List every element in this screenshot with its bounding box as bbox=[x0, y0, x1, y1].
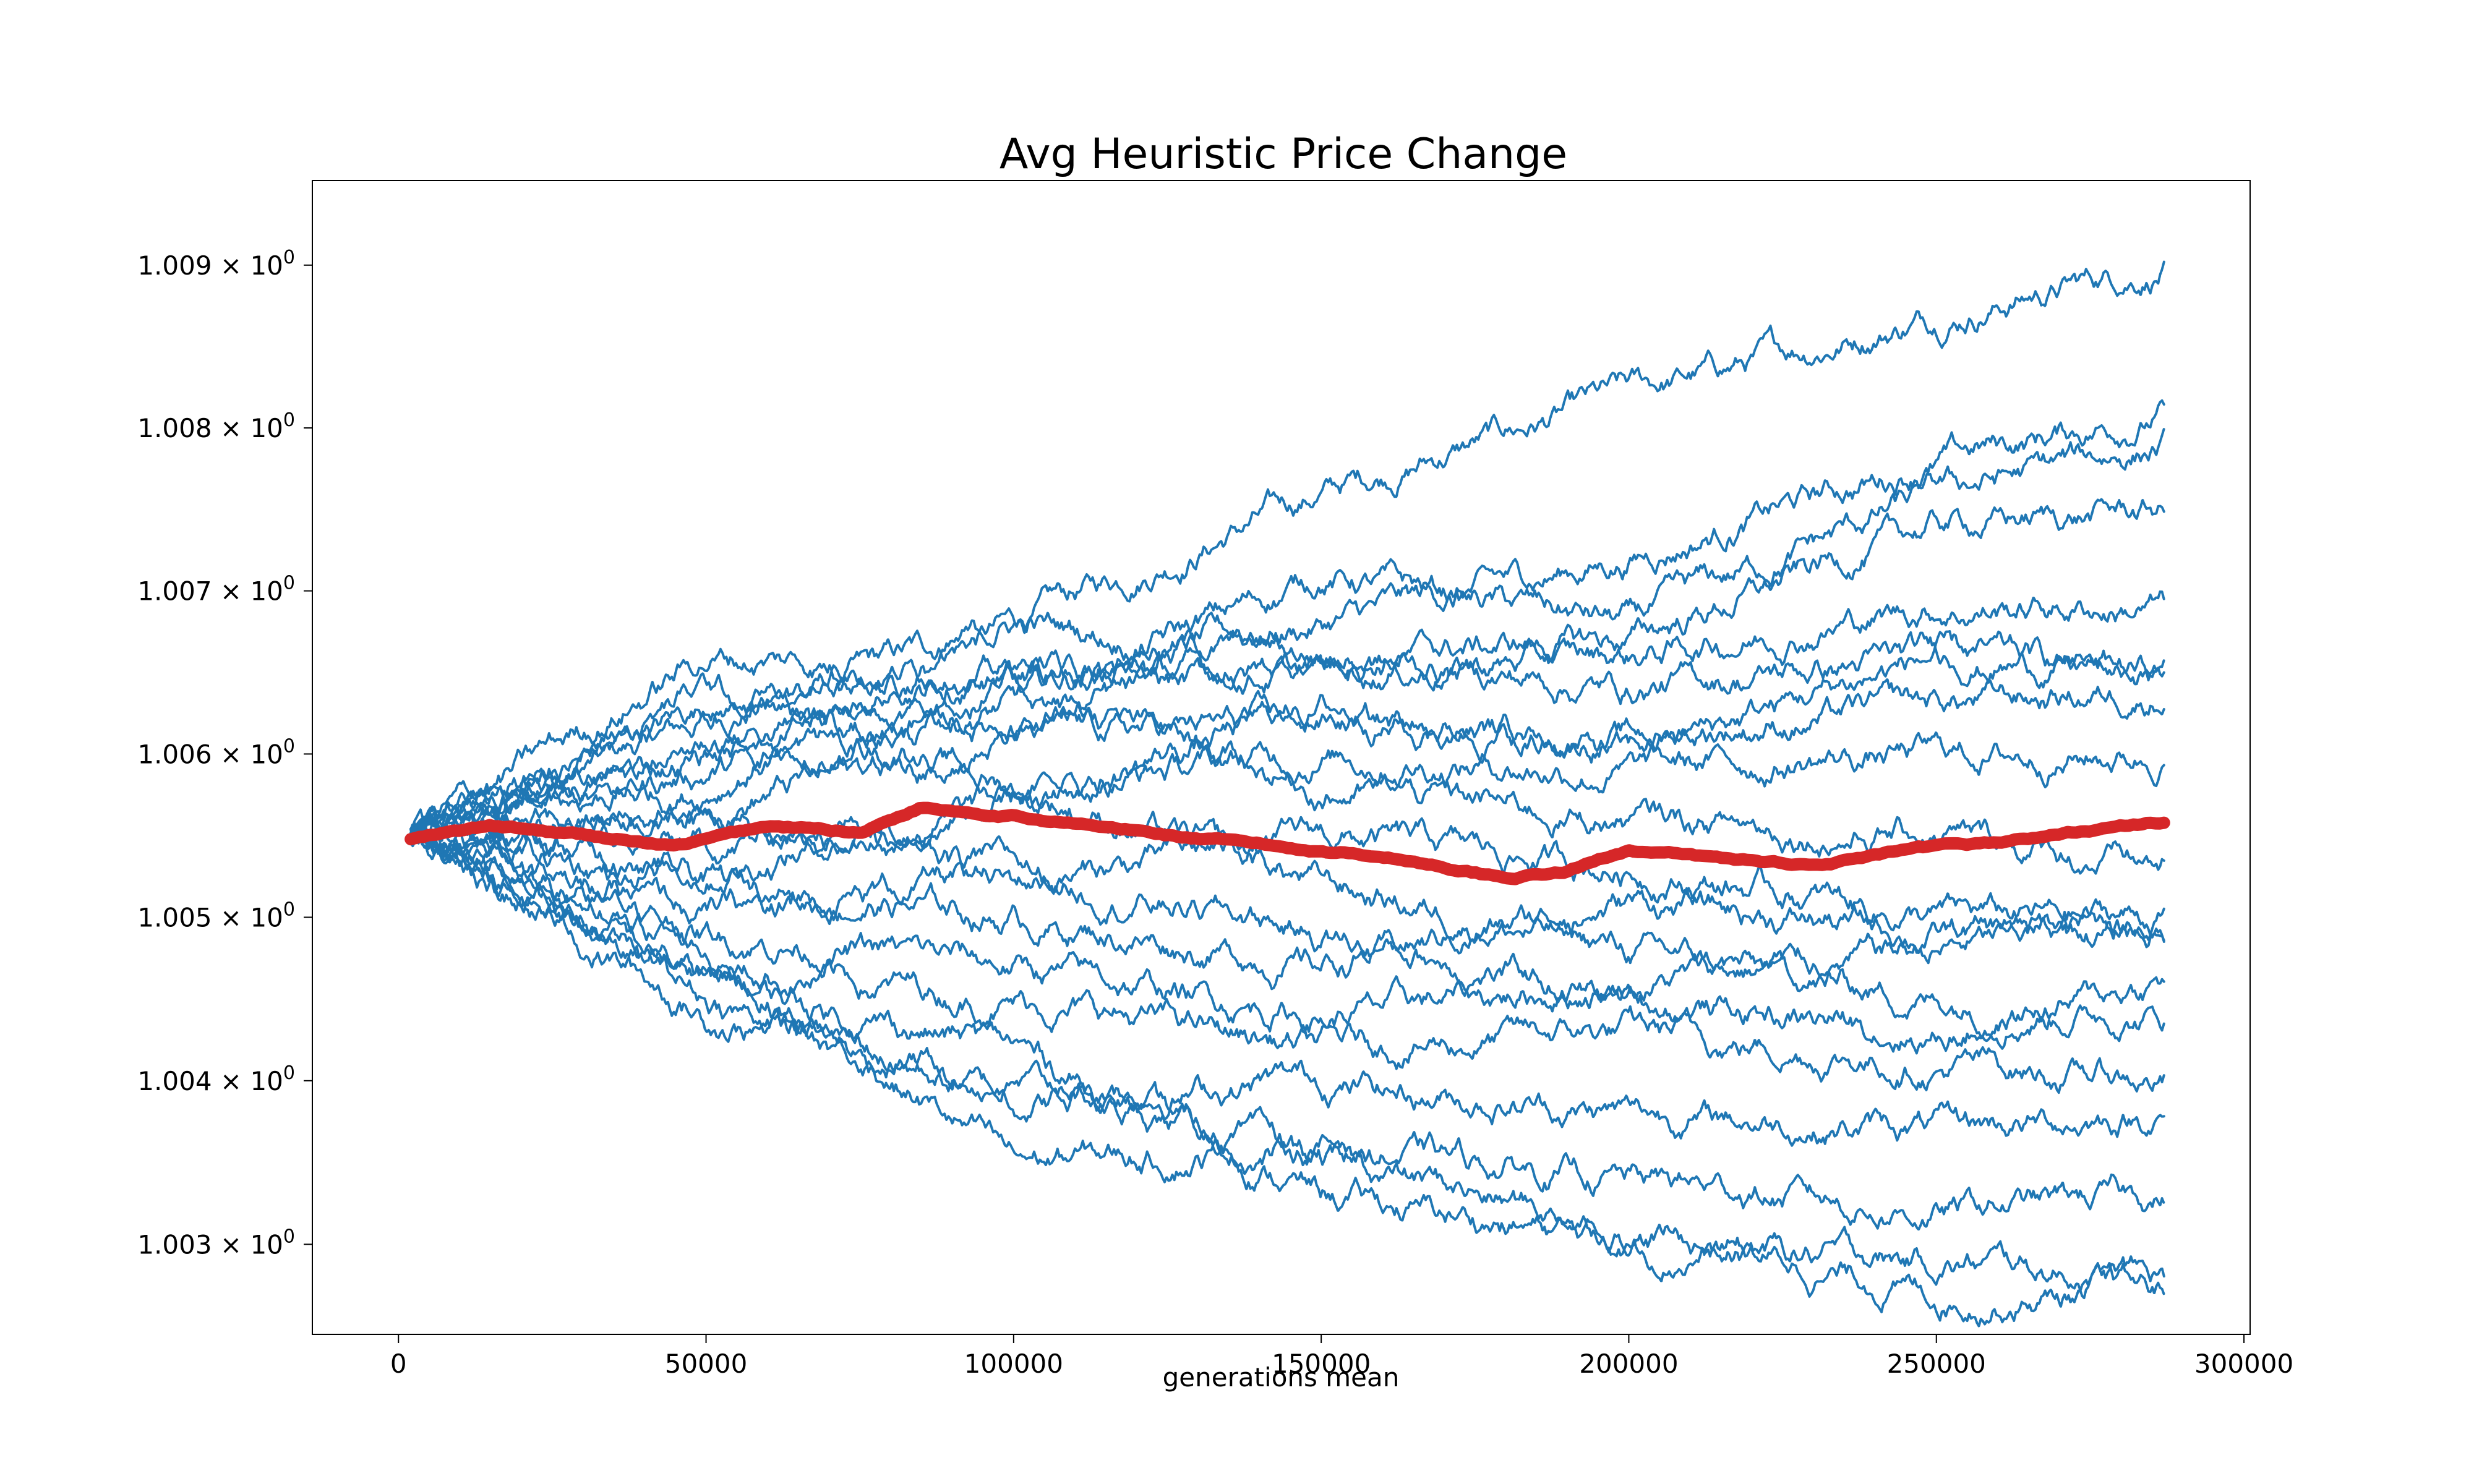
run-series-16 bbox=[409, 825, 2165, 1328]
run-series-5 bbox=[409, 590, 2165, 835]
run-series-3 bbox=[409, 427, 2165, 839]
run-series-17 bbox=[409, 665, 2165, 875]
y-tick-label: 1.003 × 100 bbox=[137, 1226, 295, 1260]
x-tick-label: 0 bbox=[390, 1349, 407, 1379]
run-series-19 bbox=[409, 672, 2165, 1050]
run-series-4 bbox=[409, 498, 2165, 848]
y-tick-label: 1.009 × 100 bbox=[137, 247, 295, 281]
run-series-6 bbox=[409, 631, 2165, 840]
run-series-20 bbox=[409, 630, 2165, 895]
x-tick-label: 100000 bbox=[964, 1349, 1063, 1379]
run-series-10 bbox=[409, 830, 2165, 991]
plot-frame bbox=[312, 180, 2251, 1335]
run-series-2 bbox=[409, 399, 2165, 830]
y-tick-label: 1.007 × 100 bbox=[137, 573, 295, 607]
x-tick-label: 250000 bbox=[1887, 1349, 1986, 1379]
y-tick-label: 1.005 × 100 bbox=[137, 898, 295, 932]
x-tick-label: 150000 bbox=[1272, 1349, 1371, 1379]
mean-series-group bbox=[404, 801, 2170, 885]
run-series-12 bbox=[409, 835, 2165, 1094]
x-axis-label: generations mean bbox=[1163, 1362, 1400, 1392]
run-series-9 bbox=[409, 804, 2165, 937]
x-tick-label: 200000 bbox=[1579, 1349, 1678, 1379]
y-axis: 1.003 × 100 1.004 × 100 1.005 × 100 1.006 ×… bbox=[137, 247, 312, 1260]
run-series-18 bbox=[409, 829, 2165, 1055]
run-series-group bbox=[409, 260, 2165, 1328]
run-series-11 bbox=[409, 826, 2165, 1034]
x-axis: 0 50000 100000 150000 200000 250000 300000 bbox=[390, 1334, 2293, 1379]
run-series-7 bbox=[409, 678, 2165, 845]
run-series-14 bbox=[409, 827, 2165, 1231]
y-tick-label: 1.004 × 100 bbox=[137, 1062, 295, 1096]
run-series-13 bbox=[409, 834, 2165, 1147]
run-series-15 bbox=[409, 828, 2165, 1300]
y-tick-label: 1.008 × 100 bbox=[137, 409, 295, 443]
mean-series bbox=[404, 801, 2170, 885]
y-tick-label: 1.006 × 100 bbox=[137, 735, 295, 769]
chart-title: Avg Heuristic Price Change bbox=[999, 130, 1567, 179]
x-tick-label: 50000 bbox=[665, 1349, 748, 1379]
run-series-1 bbox=[409, 260, 2165, 837]
x-tick-label: 300000 bbox=[2194, 1349, 2293, 1379]
